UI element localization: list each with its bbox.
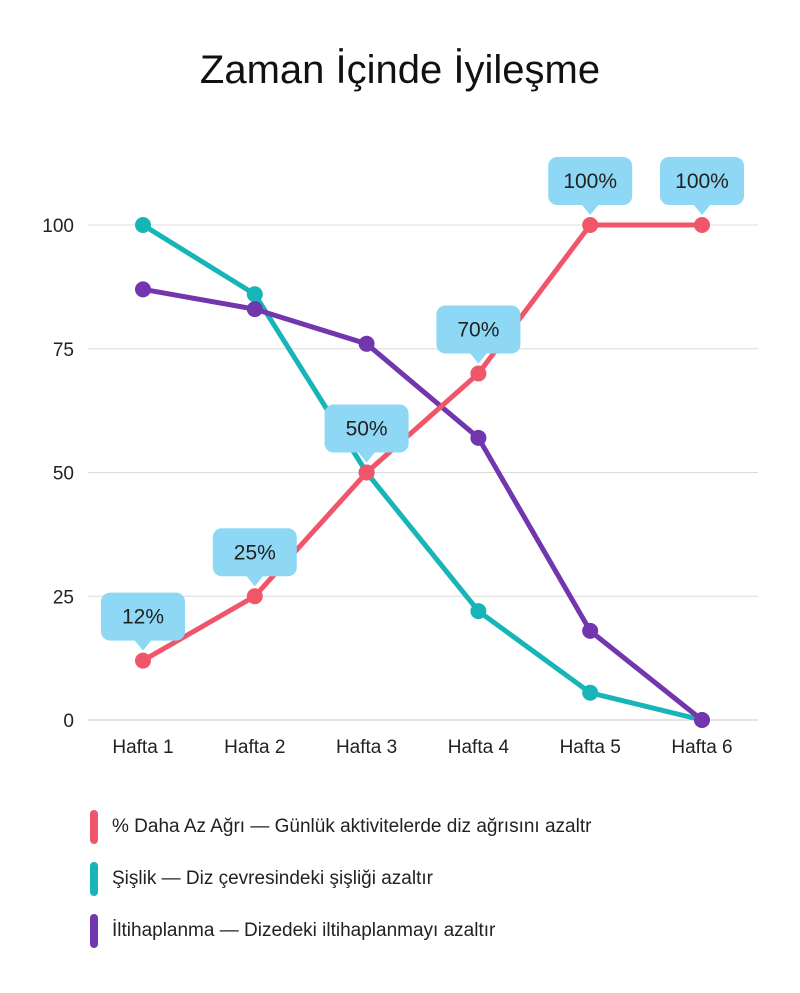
data-label: 70%	[457, 319, 499, 342]
legend-swatch	[90, 914, 98, 948]
callout-pointer	[469, 352, 488, 364]
data-label: 100%	[563, 170, 617, 193]
data-label-callout: 12%	[101, 592, 185, 651]
data-label: 50%	[346, 418, 388, 441]
data-point	[246, 588, 263, 605]
data-label-callout: 70%	[436, 305, 521, 364]
callout-box	[548, 157, 633, 205]
data-point	[470, 603, 487, 620]
data-point	[135, 217, 151, 233]
data-point	[582, 622, 599, 639]
data-point	[135, 652, 151, 669]
y-tick-label: 100	[42, 216, 74, 237]
data-label-callout: 100%	[660, 157, 744, 215]
data-point	[694, 217, 710, 233]
data-point	[135, 281, 151, 298]
callout-box	[212, 528, 297, 577]
data-point	[470, 429, 487, 446]
data-point	[358, 464, 375, 481]
x-tick-label: Hafta 6	[671, 737, 732, 758]
data-label: 100%	[675, 170, 729, 193]
callout-pointer	[357, 451, 376, 463]
x-tick-label: Hafta 4	[448, 737, 510, 758]
legend-label: İltihaplanma — Dizedeki iltihaplanmayı a…	[112, 920, 496, 941]
legend-swatch	[90, 810, 98, 844]
data-point	[358, 335, 375, 352]
series-line	[140, 222, 705, 664]
data-point	[582, 684, 599, 701]
x-tick-label: Hafta 5	[560, 737, 621, 758]
x-tick-label: Hafta 3	[336, 737, 397, 758]
data-label: 25%	[234, 541, 276, 564]
data-label-callout: 25%	[212, 528, 297, 587]
callout-pointer	[245, 575, 264, 587]
chart-title: Zaman İçinde İyileşme	[199, 48, 601, 92]
y-tick-label: 0	[63, 711, 74, 732]
legend-label: Şişlik — Diz çevresindeki şişliği azaltı…	[112, 868, 433, 889]
legend-swatch	[90, 862, 98, 896]
data-label-callout: 100%	[548, 157, 633, 215]
callout-pointer	[134, 639, 152, 651]
data-point	[582, 217, 599, 233]
series-line	[140, 222, 705, 723]
y-tick-label: 25	[53, 587, 74, 608]
data-label: 12%	[122, 606, 164, 629]
callout-box	[324, 404, 409, 453]
callout-box	[101, 592, 185, 641]
callout-box	[436, 305, 521, 354]
callout-pointer	[581, 204, 600, 215]
series-line	[140, 286, 705, 723]
callout-pointer	[693, 204, 711, 215]
y-tick-label: 75	[53, 340, 74, 361]
legend-label: % Daha Az Ağrı — Günlük aktivitelerde di…	[112, 816, 592, 837]
data-label-callout: 50%	[324, 404, 409, 463]
callout-box	[660, 157, 744, 205]
x-tick-label: Hafta 2	[224, 737, 285, 758]
data-point	[246, 286, 263, 303]
y-tick-label: 50	[53, 464, 74, 485]
x-tick-label: Hafta 1	[112, 737, 173, 758]
data-point	[694, 712, 710, 728]
data-point	[470, 365, 487, 382]
data-point	[246, 301, 263, 318]
